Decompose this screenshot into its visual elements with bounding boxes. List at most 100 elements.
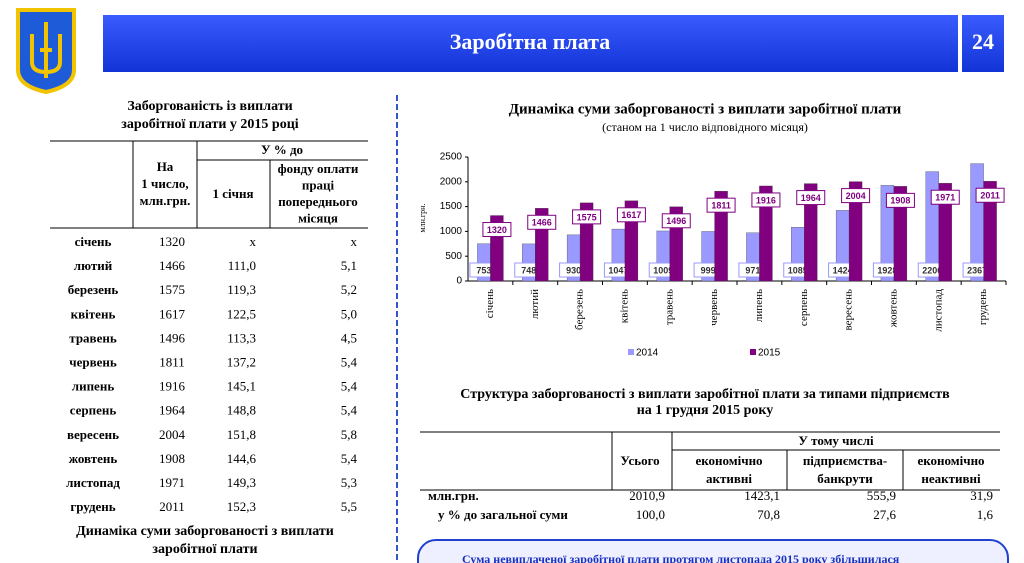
column-header: праці: [302, 177, 335, 192]
cell: 2011: [159, 499, 185, 514]
cell: 1916: [159, 379, 186, 394]
cell: 1496: [159, 330, 186, 345]
column-header: економічно: [695, 453, 762, 468]
x-tick-label: липень: [753, 289, 765, 322]
cell: 2004: [159, 427, 186, 442]
page-number: 24: [972, 29, 994, 54]
cell: 1575: [159, 282, 185, 297]
section-title: Динаміка суми заборгованості з виплати: [76, 524, 334, 539]
column-header: попереднього: [278, 194, 358, 209]
y-tick-label: 1500: [440, 201, 463, 212]
column-header: На: [157, 159, 174, 174]
column-header: 1 січня: [213, 186, 254, 201]
y-tick-label: 2000: [440, 176, 463, 187]
cell: 149,3: [227, 475, 256, 490]
column-header: фонду оплати: [278, 161, 359, 176]
x-tick-label: лютий: [529, 289, 541, 319]
data-label: 2367: [967, 265, 987, 275]
cell: 1971: [159, 475, 185, 490]
data-label: 1908: [890, 196, 910, 206]
column-header: підприємства-: [803, 453, 887, 468]
data-label-box: [616, 207, 646, 223]
bar: [848, 181, 863, 282]
data-label-box: [930, 189, 960, 205]
data-label: 1928: [877, 265, 897, 275]
bar: [983, 181, 997, 282]
cell: 5,3: [341, 475, 357, 490]
x-tick-label: серпень: [798, 289, 810, 326]
data-label: 930: [566, 265, 581, 275]
cell: 100,0: [636, 507, 665, 522]
data-label: 1496: [666, 216, 686, 226]
cell: 5,4: [341, 403, 358, 418]
chart-title: Динаміка суми заборгованості з виплати з…: [509, 101, 902, 117]
x-tick-label: вересень: [843, 289, 855, 330]
data-label: 2004: [846, 191, 866, 201]
row-label: жовтень: [69, 451, 118, 466]
y-axis-label: млн.грн.: [418, 204, 427, 233]
data-label: 1811: [711, 201, 731, 211]
data-label: 1424: [833, 265, 853, 275]
cell: x: [351, 234, 358, 249]
y-tick-label: 500: [445, 251, 462, 262]
data-label-box: [661, 213, 691, 229]
data-label: 753: [476, 265, 491, 275]
bar: [759, 185, 773, 282]
legend-swatch: [750, 349, 756, 355]
cell: 70,8: [757, 507, 780, 522]
x-tick-label: грудень: [977, 289, 989, 325]
column-header: неактивні: [921, 471, 981, 486]
row-label: вересень: [67, 427, 119, 442]
cell: 137,2: [227, 354, 256, 369]
row-label: січень: [75, 234, 112, 249]
x-tick-label: червень: [708, 289, 720, 326]
data-label-box: [482, 222, 512, 238]
cell: 5,4: [341, 451, 358, 466]
cell: 5,4: [341, 354, 358, 369]
cell: 5,8: [341, 427, 357, 442]
data-label-box: [975, 187, 1005, 203]
data-label: 1964: [801, 193, 821, 203]
x-tick-label: березень: [574, 289, 586, 330]
cell: 1617: [159, 306, 186, 321]
cell: 31,9: [970, 488, 993, 503]
row-label: серпень: [70, 403, 117, 418]
row-label: липень: [72, 379, 115, 394]
x-tick-label: жовтень: [887, 289, 899, 328]
cell: 5,4: [341, 379, 358, 394]
column-header: млн.грн.: [140, 193, 191, 208]
data-label-box: [751, 192, 781, 208]
cell: 111,0: [228, 258, 256, 273]
row-label: квітень: [71, 306, 116, 321]
x-tick-label: травень: [663, 289, 675, 325]
legend-label: 2014: [636, 348, 659, 359]
table-title: Структура заборгованості з виплати зароб…: [460, 387, 950, 402]
cell: x: [250, 234, 257, 249]
bar: [893, 186, 908, 282]
data-label-box: [527, 214, 557, 230]
cell: 1466: [159, 258, 186, 273]
row-label: червень: [69, 354, 117, 369]
section-title: заробітної плати: [152, 542, 257, 557]
header-title: Заробітна плата: [450, 29, 610, 54]
cell: 2010,9: [629, 488, 665, 503]
cell: 144,6: [227, 451, 257, 466]
data-label: 1320: [487, 225, 507, 235]
bar: [804, 183, 818, 282]
column-header: 1 число,: [141, 176, 188, 191]
row-label: млн.грн.: [428, 488, 479, 503]
cell: 122,5: [227, 306, 256, 321]
y-tick-label: 0: [456, 276, 462, 287]
column-header: У тому числі: [798, 433, 874, 448]
table-title: заробітної плати у 2015 році: [121, 117, 298, 132]
chart-subtitle: (станом на 1 число відповідного місяця): [602, 120, 808, 134]
y-tick-label: 1000: [440, 226, 463, 237]
column-header: банкрути: [817, 471, 873, 486]
bar: [938, 183, 952, 282]
x-tick-label: листопад: [932, 289, 944, 332]
data-label: 2206: [922, 265, 942, 275]
cell: 1908: [159, 451, 185, 466]
data-label: 971: [745, 265, 760, 275]
bar: [714, 191, 728, 282]
